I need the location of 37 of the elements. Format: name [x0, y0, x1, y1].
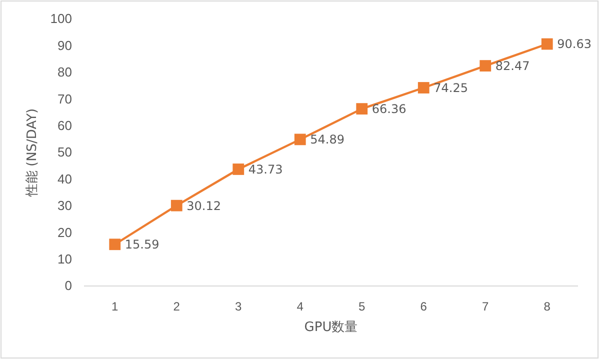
point: [294, 134, 306, 146]
y-tick-label: 70: [58, 91, 72, 106]
data-label: 15.59: [124, 238, 160, 252]
x-tick-label: 2: [173, 300, 180, 314]
y-tick-label: 0: [64, 278, 72, 294]
data-label: 54.89: [310, 132, 344, 147]
data-label: 66.36: [372, 102, 406, 116]
y-tick-label: 40: [58, 171, 72, 186]
point: [541, 38, 553, 50]
point: [356, 103, 368, 115]
point: [232, 164, 244, 175]
x-tick-label: 8: [544, 300, 551, 314]
x-axis-title: GPU数量: [304, 320, 358, 335]
y-tick-label: 30: [58, 198, 72, 214]
y-tick-label: 100: [50, 11, 72, 26]
point: [480, 60, 492, 72]
data-label: 82.47: [495, 59, 530, 74]
y-tick-label: 10: [58, 251, 72, 266]
y-tick-label: 60: [58, 118, 72, 133]
y-axis-title: 性能 (NS/DAY): [25, 108, 40, 198]
data-label: 43.73: [248, 162, 283, 176]
x-tick-label: 7: [482, 300, 490, 314]
point: [170, 200, 182, 212]
point: [109, 238, 121, 250]
x-tick-label: 3: [235, 300, 242, 314]
y-tick-label: 80: [58, 64, 72, 80]
y-tick-label: 20: [58, 224, 72, 240]
data-label: 90.63: [557, 37, 592, 52]
x-tick-label: 1: [112, 300, 119, 314]
data-label: 30.12: [186, 198, 221, 213]
y-tick-label: 50: [58, 144, 72, 160]
x-tick-label: 4: [296, 300, 304, 314]
x-tick-label: 6: [420, 300, 428, 314]
point: [418, 82, 430, 94]
data-label: 74.25: [434, 80, 468, 95]
y-tick-label: 90: [58, 38, 72, 53]
x-tick-label: 5: [358, 300, 366, 314]
